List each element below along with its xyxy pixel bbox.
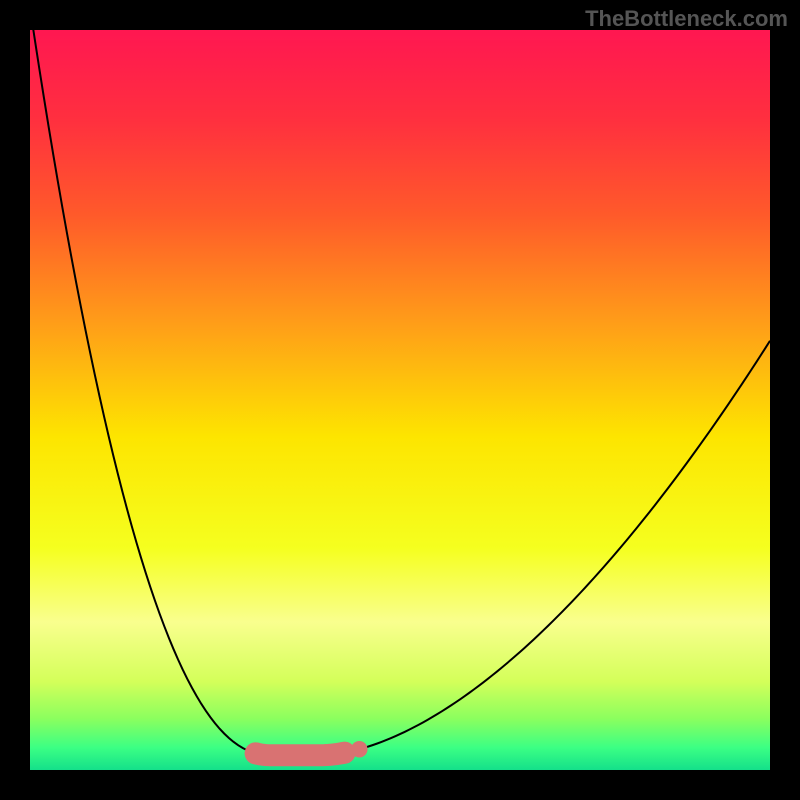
watermark-label: TheBottleneck.com [585,6,788,32]
marker-dot-isolated [351,741,368,758]
chart-frame [0,0,800,800]
marker-group [245,741,368,764]
chart-svg [0,0,800,800]
marker-track [256,753,345,756]
plot-background [30,30,770,770]
watermark-text: TheBottleneck.com [585,6,788,31]
marker-dot [245,742,267,764]
